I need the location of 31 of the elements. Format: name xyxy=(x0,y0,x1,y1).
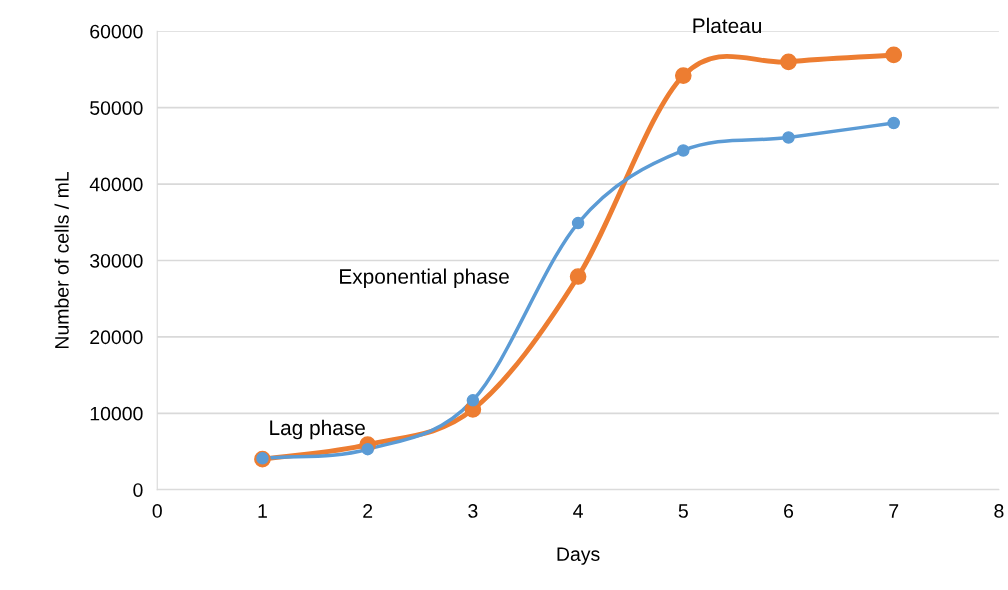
x-tick-label: 8 xyxy=(994,504,1004,518)
x-tick-label: 3 xyxy=(468,504,478,518)
point xyxy=(361,442,374,456)
y-tick-label: 60000 xyxy=(90,24,143,39)
x-tick-label: 4 xyxy=(573,504,583,518)
x-tick-label: 0 xyxy=(152,504,162,518)
x-tick-label: 7 xyxy=(889,504,899,518)
point xyxy=(677,144,690,157)
y-tick-label: 30000 xyxy=(90,253,143,268)
point xyxy=(569,268,587,285)
annotation: Exponential phase xyxy=(340,268,509,288)
x-axis-title: Days xyxy=(557,547,600,565)
y-tick-label: 0 xyxy=(133,483,143,497)
x-tick-label: 5 xyxy=(678,504,688,518)
point xyxy=(887,116,900,130)
annotation: Plateau xyxy=(693,17,762,34)
point xyxy=(674,67,692,84)
x-tick-label: 6 xyxy=(784,504,794,518)
y-tick-label: 10000 xyxy=(90,406,143,421)
y-tick-label: 40000 xyxy=(89,177,143,192)
x-tick-label: 2 xyxy=(363,504,373,518)
y-tick-label: 20000 xyxy=(90,330,143,345)
x-tick-label: 1 xyxy=(258,504,267,518)
point xyxy=(571,216,585,230)
point xyxy=(885,46,903,64)
point xyxy=(782,131,795,144)
point xyxy=(780,53,797,71)
annotation: Lag phase xyxy=(270,419,365,440)
point xyxy=(466,394,480,407)
y-tick-label: 50000 xyxy=(90,101,143,115)
y-axis-title: Number of cells / mL xyxy=(54,171,69,349)
